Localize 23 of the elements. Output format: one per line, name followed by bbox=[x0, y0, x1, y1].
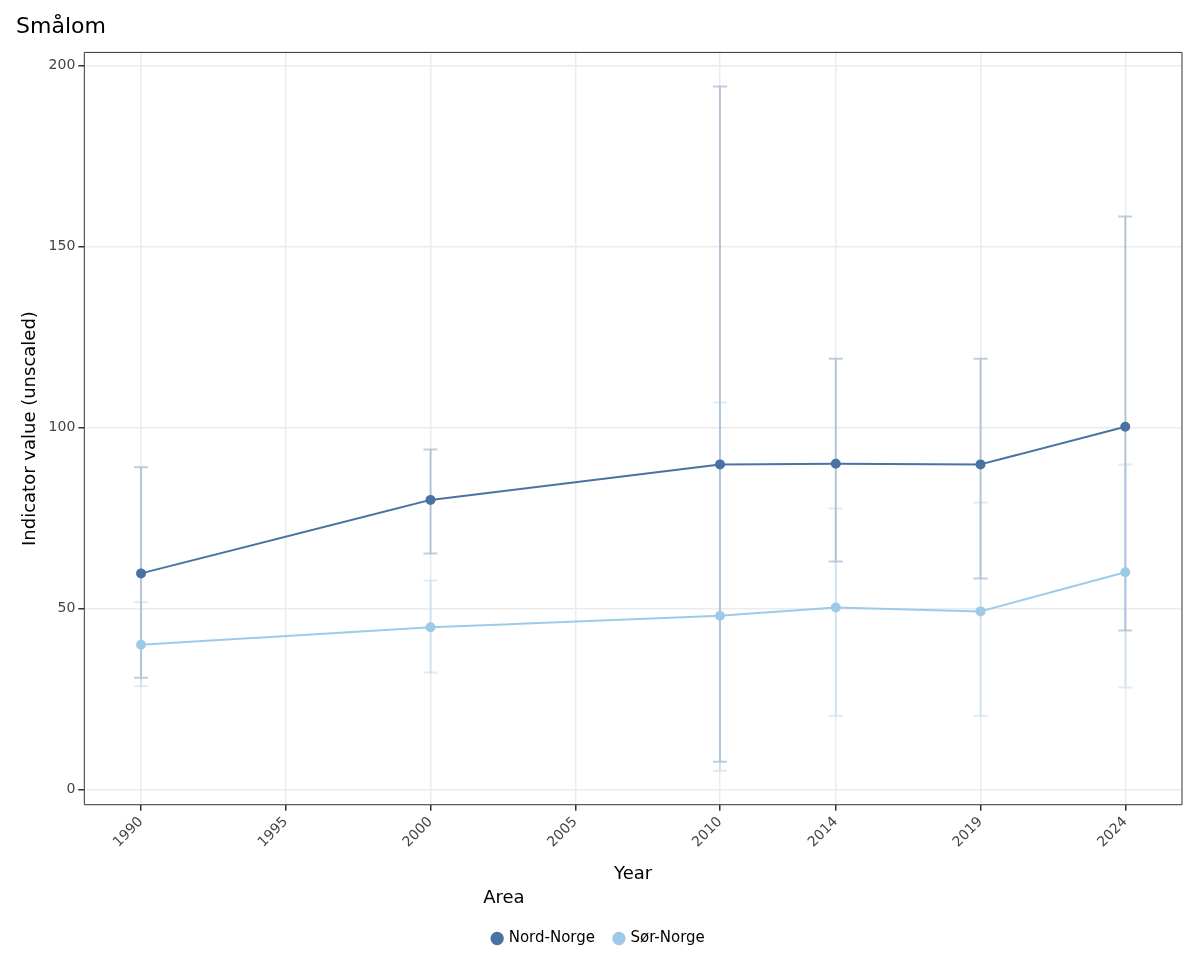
y-tick-label: 100 bbox=[48, 418, 76, 435]
point bbox=[1120, 567, 1131, 578]
point bbox=[830, 602, 841, 613]
chart-title: Smålom bbox=[16, 12, 106, 38]
y-axis-title: Indicator value (unscaled) bbox=[18, 311, 40, 546]
point bbox=[715, 610, 725, 621]
point bbox=[136, 639, 147, 650]
legend-label: Sør-Norge bbox=[630, 928, 705, 947]
point bbox=[715, 459, 725, 470]
point bbox=[975, 459, 986, 470]
y-tick-label: 200 bbox=[48, 56, 76, 73]
y-tick-label: 150 bbox=[48, 237, 76, 254]
point bbox=[1120, 421, 1131, 432]
legend-label: Nord-Norge bbox=[508, 928, 595, 947]
point bbox=[975, 606, 986, 617]
y-tick-label: 50 bbox=[57, 599, 76, 616]
x-axis-title: Year bbox=[613, 862, 653, 884]
legend-title: Area bbox=[483, 886, 525, 908]
point bbox=[425, 494, 436, 505]
point bbox=[425, 622, 436, 633]
point bbox=[830, 458, 841, 469]
y-tick-label: 0 bbox=[66, 780, 76, 797]
point bbox=[136, 568, 147, 579]
